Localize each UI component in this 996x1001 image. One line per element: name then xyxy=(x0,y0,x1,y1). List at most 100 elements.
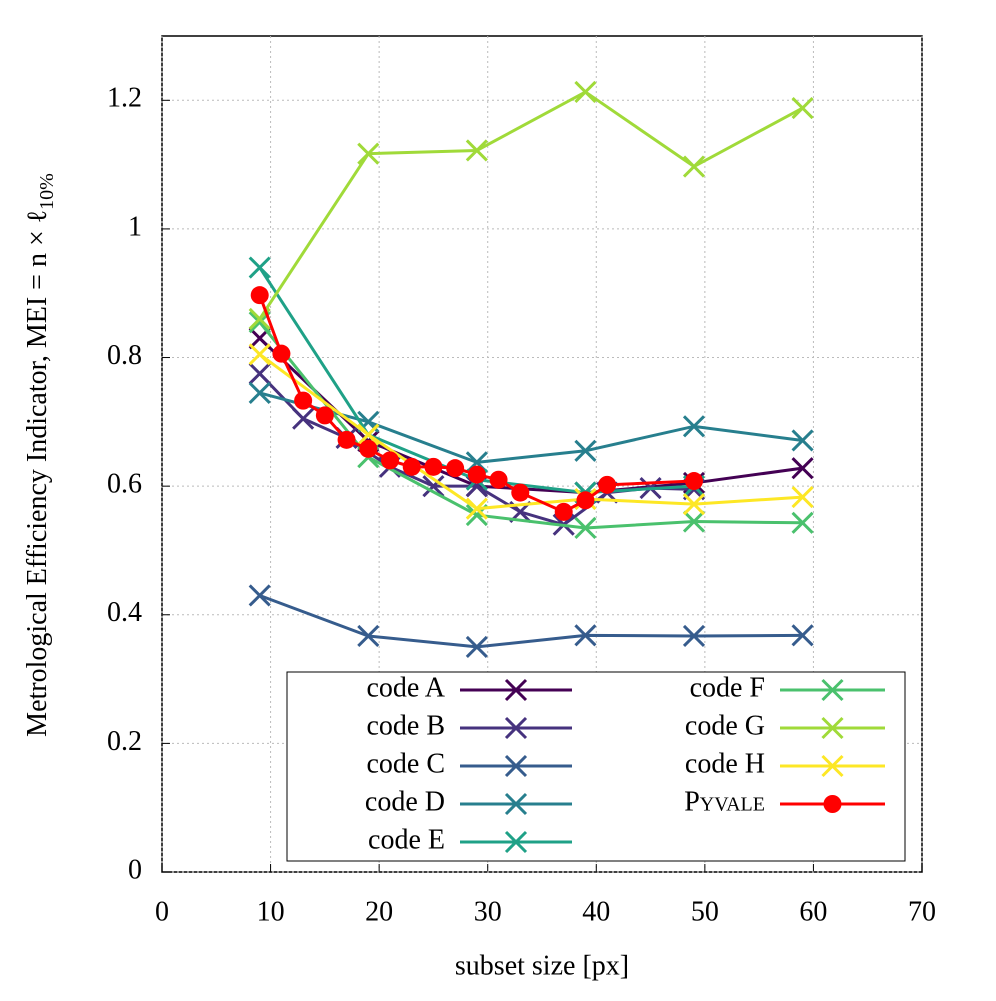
marker xyxy=(685,472,703,491)
marker xyxy=(357,624,380,648)
legend-label: Pyvale xyxy=(684,786,765,817)
legend-marker xyxy=(504,754,528,778)
marker-cross xyxy=(465,497,488,520)
marker-cross xyxy=(465,139,488,162)
marker xyxy=(248,362,271,385)
legend-marker xyxy=(504,830,528,854)
legend-label: code G xyxy=(685,710,765,741)
marker-cross xyxy=(574,516,597,540)
marker xyxy=(791,429,814,452)
marker xyxy=(248,256,271,279)
marker xyxy=(791,457,814,480)
legend-label: code D xyxy=(365,786,445,817)
marker xyxy=(357,142,380,165)
y-tick-label: 0.6 xyxy=(107,469,142,500)
marker xyxy=(574,624,597,647)
y-tick-label: 1 xyxy=(128,211,142,242)
y-tick-label: 1.2 xyxy=(107,83,142,114)
legend-marker xyxy=(821,754,844,778)
x-tick-label: 60 xyxy=(799,896,827,927)
marker xyxy=(598,475,617,494)
legend-label: code A xyxy=(366,672,445,703)
marker-cross xyxy=(791,457,814,480)
y-tick-label: 0 xyxy=(128,854,142,885)
marker xyxy=(337,430,356,449)
marker xyxy=(682,493,706,516)
marker xyxy=(248,584,271,607)
series-line xyxy=(258,353,803,511)
marker xyxy=(682,155,706,178)
marker xyxy=(574,439,597,462)
legend-marker xyxy=(504,678,528,702)
marker xyxy=(489,470,508,489)
marker xyxy=(402,457,421,476)
series-line xyxy=(258,90,804,320)
marker xyxy=(791,96,814,120)
marker-cross xyxy=(682,493,706,516)
marker xyxy=(250,286,269,305)
marker-cross xyxy=(504,678,528,702)
marker xyxy=(357,423,380,446)
x-tick-label: 10 xyxy=(257,896,285,927)
legend-label: code H xyxy=(685,748,765,779)
y-axis-label-sub: 10% xyxy=(36,173,58,210)
legend-label: code F xyxy=(690,672,765,703)
marker-cross xyxy=(821,716,844,740)
marker-cross xyxy=(682,155,706,178)
marker xyxy=(248,381,271,404)
marker xyxy=(682,624,706,648)
marker-cross xyxy=(504,792,528,816)
marker-cross xyxy=(248,584,271,607)
marker-cross xyxy=(422,475,445,498)
marker xyxy=(294,391,313,410)
marker-cross xyxy=(791,429,814,452)
x-tick-label: 30 xyxy=(474,896,502,927)
legend-marker xyxy=(821,678,844,702)
marker-cross xyxy=(357,624,380,648)
legend-marker xyxy=(504,792,528,816)
marker-cross xyxy=(791,96,814,120)
marker xyxy=(511,483,530,502)
marker xyxy=(791,624,814,647)
legend-label: code E xyxy=(368,824,445,855)
y-tick-label: 0.4 xyxy=(107,597,142,628)
x-tick-label: 40 xyxy=(582,896,610,927)
marker xyxy=(791,486,814,509)
x-tick-label: 20 xyxy=(365,896,393,927)
marker-cross xyxy=(574,80,597,104)
marker xyxy=(465,635,488,658)
marker xyxy=(359,439,378,458)
x-tick-label: 0 xyxy=(155,896,169,927)
marker-cross xyxy=(682,510,706,533)
series-line xyxy=(258,266,695,495)
series-line xyxy=(259,391,803,464)
marker xyxy=(574,516,597,540)
marker-cross xyxy=(248,256,271,279)
legend-marker xyxy=(504,716,528,740)
legend-label: code B xyxy=(366,710,445,741)
legend-label: code C xyxy=(366,748,445,779)
marker xyxy=(791,511,814,534)
marker-cross xyxy=(504,716,528,740)
y-axis-label: Metrological Efficiency Indicator, MEI =… xyxy=(22,173,57,737)
x-tick-label: 70 xyxy=(908,896,936,927)
series-line xyxy=(258,337,803,495)
marker xyxy=(576,491,595,510)
legend-marker xyxy=(821,716,844,740)
marker xyxy=(424,457,443,476)
marker xyxy=(465,497,488,520)
marker-cross xyxy=(248,381,271,404)
marker xyxy=(446,459,465,478)
marker xyxy=(467,465,486,484)
marker xyxy=(292,407,315,430)
x-axis-label: subset size [px] xyxy=(455,950,629,981)
marker-cross xyxy=(574,439,597,462)
x-tick-label: 50 xyxy=(691,896,719,927)
marker-cross xyxy=(821,754,844,778)
marker-cross xyxy=(791,486,814,509)
marker-cross xyxy=(465,635,488,658)
y-axis-label-main: Metrological Efficiency Indicator, MEI =… xyxy=(22,210,53,737)
y-tick-label: 0.8 xyxy=(107,340,142,371)
marker-cross xyxy=(357,142,380,165)
